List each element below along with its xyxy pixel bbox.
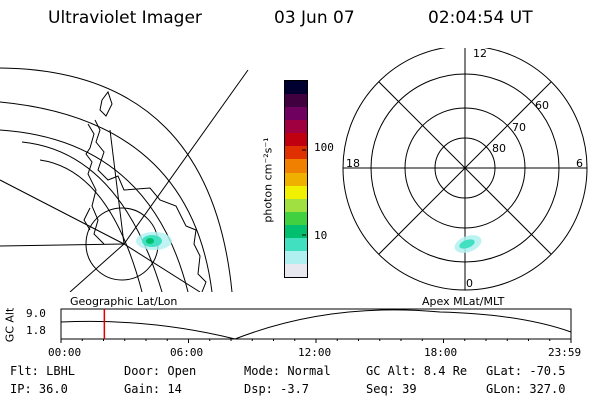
timeline-xtick-1: 06:00 bbox=[170, 346, 204, 359]
dsp-info: Dsp: -3.7 bbox=[244, 382, 310, 396]
colorbar-tick-10: 10 bbox=[314, 229, 328, 242]
mlat-label-80: 80 bbox=[492, 142, 506, 155]
mode-info: Mode: Normal bbox=[244, 364, 331, 378]
polar-map bbox=[342, 48, 588, 291]
glon-info: GLon: 327.0 bbox=[486, 382, 566, 396]
timeline-ytick-top: 9.0 bbox=[26, 307, 46, 320]
colorbar-segment bbox=[285, 185, 307, 199]
left-map-caption: Geographic Lat/Lon bbox=[70, 295, 178, 308]
colorbar-segment bbox=[285, 224, 307, 238]
colorbar-axis bbox=[302, 149, 306, 236]
colorbar bbox=[284, 80, 308, 278]
colorbar-segment bbox=[285, 211, 307, 225]
timeline-xtick-2: 12:00 bbox=[298, 346, 332, 359]
colorbar-segment bbox=[285, 81, 307, 95]
mlt-label-12: 12 bbox=[473, 47, 487, 60]
colorbar-segment bbox=[285, 198, 307, 212]
glat-info: GLat: -70.5 bbox=[486, 364, 566, 378]
timeline-xtick-0: 00:00 bbox=[48, 346, 82, 359]
colorbar-segment bbox=[285, 237, 307, 251]
timeline-xtick-4: 23:59 bbox=[548, 346, 582, 359]
gain-info: Gain: 14 bbox=[124, 382, 182, 396]
app-title: Ultraviolet Imager bbox=[48, 8, 202, 28]
mlt-label-0: 0 bbox=[466, 277, 473, 290]
aurora-spot-left bbox=[136, 232, 172, 250]
timeline-xtick-3: 18:00 bbox=[424, 346, 458, 359]
gc-alt-info: GC Alt: 8.4 Re bbox=[366, 364, 468, 378]
colorbar-segment bbox=[285, 94, 307, 108]
door-info: Door: Open bbox=[124, 364, 197, 378]
colorbar-segment bbox=[285, 146, 307, 160]
time-label: 02:04:54 UT bbox=[428, 8, 533, 28]
colorbar-segment bbox=[285, 159, 307, 173]
colorbar-segment bbox=[285, 263, 307, 277]
filter-info: Flt: LBHL bbox=[10, 364, 76, 378]
colorbar-segment bbox=[285, 107, 307, 121]
aurora-spot-right bbox=[454, 235, 482, 253]
ip-info: IP: 36.0 bbox=[10, 382, 68, 396]
timeline-ylabel: GC Alt bbox=[3, 307, 17, 343]
colorbar-segment bbox=[285, 120, 307, 134]
altitude-timeline bbox=[60, 308, 572, 343]
date-label: 03 Jun 07 bbox=[274, 8, 355, 28]
geographic-map bbox=[0, 67, 249, 292]
timeline-ytick-bottom: 1.8 bbox=[26, 324, 46, 337]
mlt-label-6: 6 bbox=[576, 157, 583, 170]
colorbar-segment bbox=[285, 172, 307, 186]
colorbar-unit-label: photon cm⁻²s⁻¹ bbox=[261, 137, 275, 223]
seq-info: Seq: 39 bbox=[366, 382, 417, 396]
right-map-caption: Apex MLat/MLT bbox=[422, 295, 505, 308]
mlat-label-70: 70 bbox=[512, 121, 526, 134]
colorbar-segment bbox=[285, 133, 307, 147]
colorbar-segment bbox=[285, 250, 307, 264]
mlat-label-60: 60 bbox=[535, 99, 549, 112]
colorbar-tick-100: 100 bbox=[314, 141, 334, 154]
mlt-label-18: 18 bbox=[346, 157, 360, 170]
